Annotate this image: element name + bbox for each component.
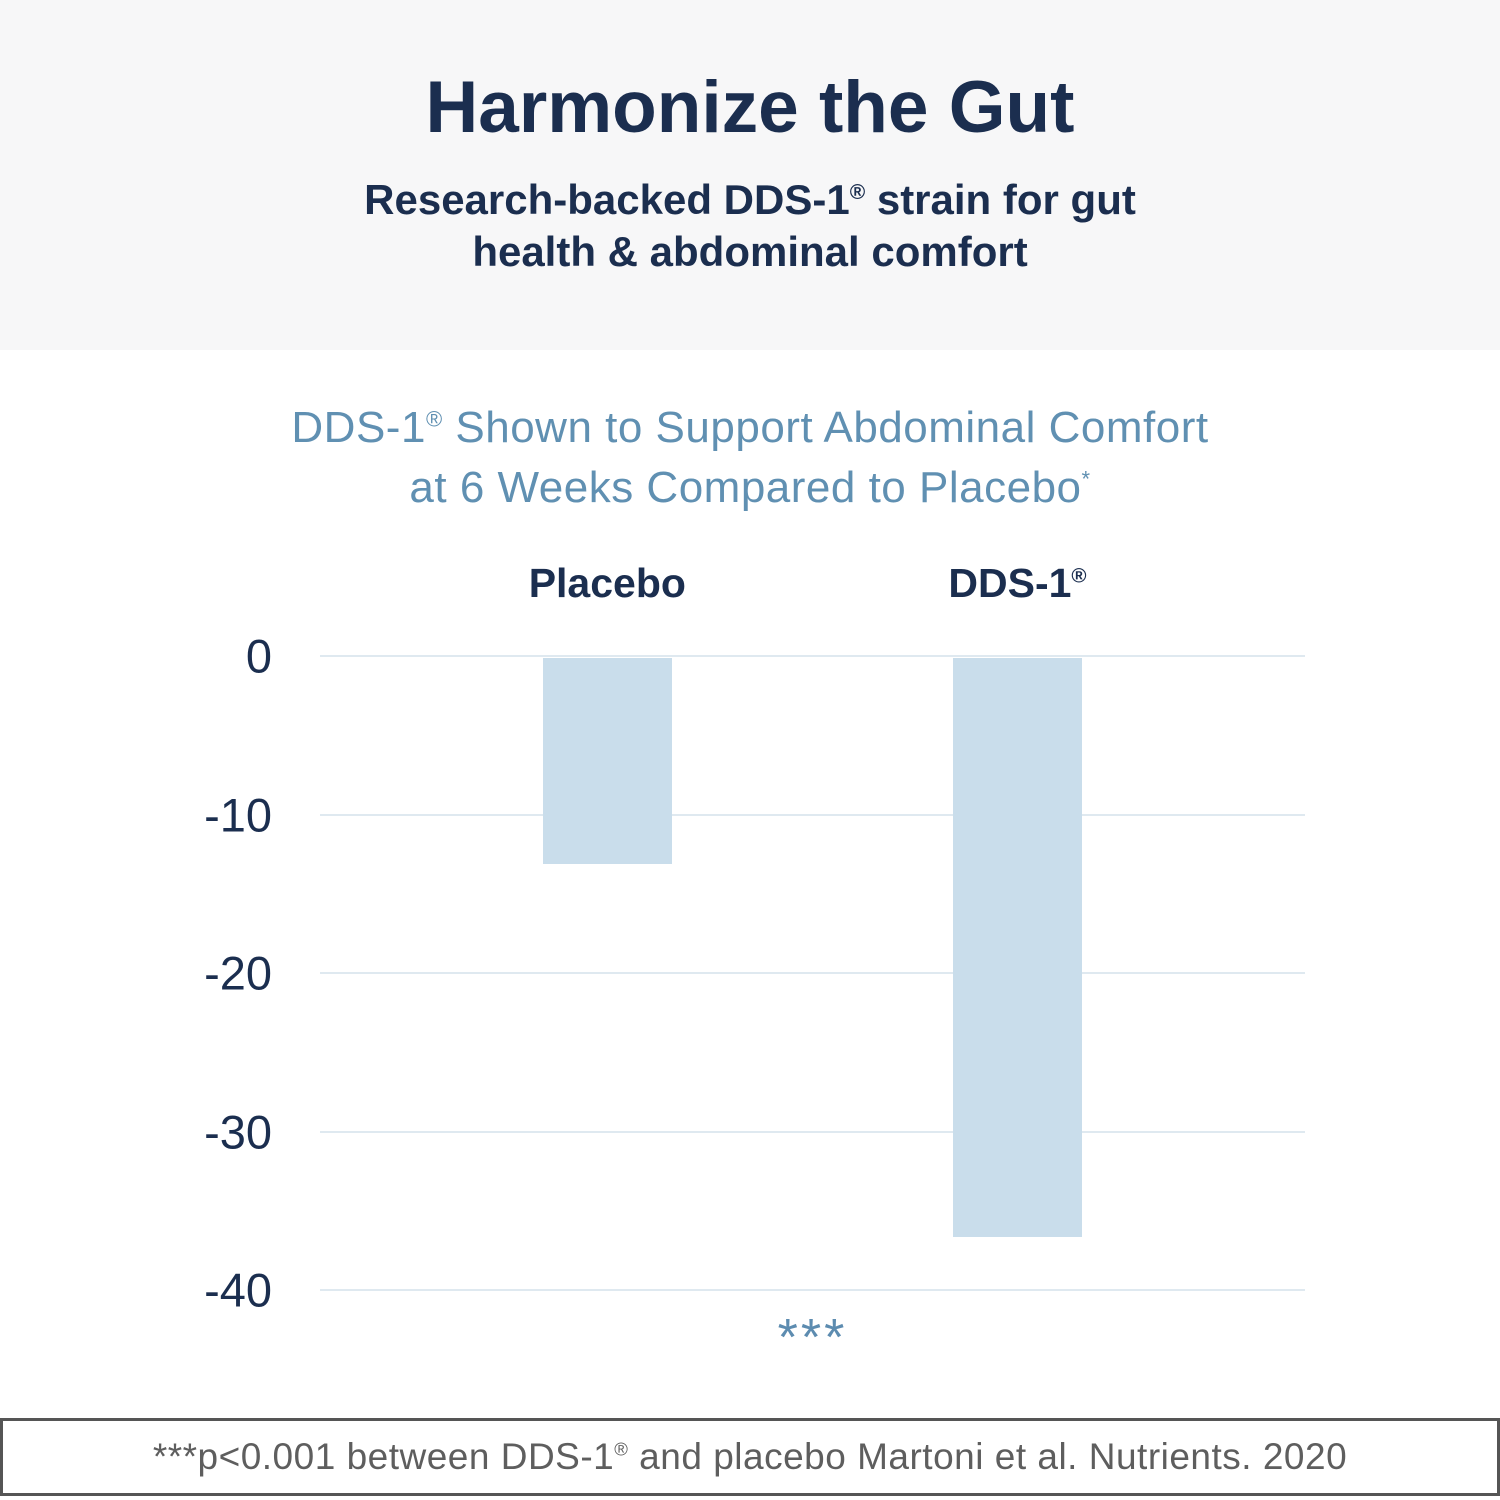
gridline--30 [320,1130,1305,1133]
bar-1 [952,658,1082,1237]
significance-annotation: *** [777,1309,848,1367]
category-label-1: DDS-1® [948,560,1087,606]
y-tick-label--20: -20 [204,946,272,1000]
y-tick-label--30: -30 [204,1105,272,1158]
page-subtitle-line-1: Research-backed DDS-1® strain for gut [364,176,1136,223]
gridline-0 [320,655,1305,657]
gridline--10 [320,813,1305,816]
bar-0 [542,658,672,865]
gridline--20 [320,972,1305,974]
chart-title-line-2: at 6 Weeks Compared to Placebo* [409,463,1091,512]
page-title: Harmonize the Gut [425,67,1075,148]
page-subtitle: Research-backed DDS-1® strain for gut he… [0,174,1500,278]
header-band: Harmonize the Gut Research-backed DDS-1®… [0,0,1500,350]
footnote-box: ***p<0.001 between DDS-1® and placebo Ma… [0,1418,1500,1496]
y-tick-label-0: 0 [245,629,272,683]
footnote-text: ***p<0.001 between DDS-1® and placebo Ma… [152,1436,1348,1477]
y-tick-label--40: -40 [204,1263,272,1317]
y-tick-label--10: -10 [204,788,272,841]
gridline--40 [320,1289,1305,1291]
chart-title-line-1: DDS-1® Shown to Support Abdominal Comfor… [291,403,1209,452]
page-subtitle-line-2: health & abdominal comfort [472,228,1028,275]
chart-title: DDS-1® Shown to Support Abdominal Comfor… [0,398,1500,518]
plot-area: *** 0 -10 -20 -30 -40 Placebo DDS-1® [204,560,1305,1367]
category-label-0: Placebo [528,560,686,606]
